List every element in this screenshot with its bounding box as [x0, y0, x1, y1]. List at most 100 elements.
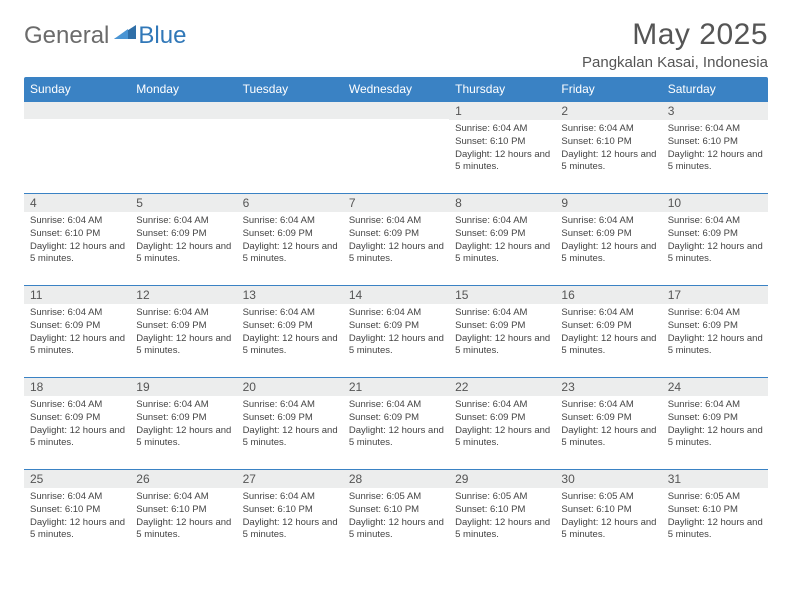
- daylight-line: Daylight: 12 hours and 5 minutes.: [561, 241, 657, 267]
- sunset-line: Sunset: 6:09 PM: [455, 228, 551, 241]
- day-number: 15: [449, 286, 555, 304]
- empty-day-bar: [130, 102, 236, 119]
- calendar-cell: 28Sunrise: 6:05 AMSunset: 6:10 PMDayligh…: [343, 470, 449, 562]
- calendar-cell: 3 Sunrise: 6:04 AMSunset: 6:10 PMDaylight…: [662, 102, 768, 194]
- sunrise-line: Sunrise: 6:04 AM: [668, 215, 764, 228]
- day-details: Sunrise: 6:04 AMSunset: 6:10 PMDaylight:…: [237, 488, 343, 544]
- sunrise-line: Sunrise: 6:04 AM: [668, 123, 764, 136]
- calendar-cell: 27Sunrise: 6:04 AMSunset: 6:10 PMDayligh…: [237, 470, 343, 562]
- sunrise-line: Sunrise: 6:04 AM: [455, 399, 551, 412]
- day-details: Sunrise: 6:04 AMSunset: 6:09 PMDaylight:…: [555, 212, 661, 268]
- daylight-line: Daylight: 12 hours and 5 minutes.: [349, 425, 445, 451]
- daylight-line: Daylight: 12 hours and 5 minutes.: [30, 241, 126, 267]
- sunset-line: Sunset: 6:09 PM: [561, 320, 657, 333]
- calendar-cell: 13Sunrise: 6:04 AMSunset: 6:09 PMDayligh…: [237, 286, 343, 378]
- weekday-header: Monday: [130, 77, 236, 102]
- sunrise-line: Sunrise: 6:04 AM: [349, 399, 445, 412]
- day-details: Sunrise: 6:05 AMSunset: 6:10 PMDaylight:…: [662, 488, 768, 544]
- sunrise-line: Sunrise: 6:05 AM: [561, 491, 657, 504]
- day-number: 26: [130, 470, 236, 488]
- weekday-header: Tuesday: [237, 77, 343, 102]
- sunset-line: Sunset: 6:10 PM: [561, 504, 657, 517]
- day-details: Sunrise: 6:05 AMSunset: 6:10 PMDaylight:…: [449, 488, 555, 544]
- day-details: Sunrise: 6:04 AMSunset: 6:10 PMDaylight:…: [24, 212, 130, 268]
- calendar-cell: 6Sunrise: 6:04 AMSunset: 6:09 PMDaylight…: [237, 194, 343, 286]
- daylight-line: Daylight: 12 hours and 5 minutes.: [136, 517, 232, 543]
- sunset-line: Sunset: 6:09 PM: [136, 412, 232, 425]
- day-number: 16: [555, 286, 661, 304]
- calendar-cell: 21 Sunrise: 6:04 AMSunset: 6:09 PMDayligh…: [343, 378, 449, 470]
- sunset-line: Sunset: 6:09 PM: [349, 412, 445, 425]
- day-number: 1: [449, 102, 555, 120]
- calendar-cell: 22Sunrise: 6:04 AMSunset: 6:09 PMDayligh…: [449, 378, 555, 470]
- calendar-body: 1Sunrise: 6:04 AMSunset: 6:10 PMDaylight…: [24, 102, 768, 562]
- day-number: 27: [237, 470, 343, 488]
- daylight-line: Daylight: 12 hours and 5 minutes.: [349, 333, 445, 359]
- sunrise-line: Sunrise: 6:04 AM: [243, 215, 339, 228]
- logo-text-blue: Blue: [138, 22, 186, 50]
- calendar-cell: 11Sunrise: 6:04 AMSunset: 6:09 PMDayligh…: [24, 286, 130, 378]
- day-details: Sunrise: 6:04 AMSunset: 6:09 PMDaylight:…: [662, 304, 768, 360]
- daylight-line: Daylight: 12 hours and 5 minutes.: [561, 333, 657, 359]
- sunset-line: Sunset: 6:09 PM: [136, 228, 232, 241]
- day-number: 29: [449, 470, 555, 488]
- day-number: 21: [343, 378, 449, 396]
- day-details: Sunrise: 6:04 AMSunset: 6:09 PMDaylight:…: [237, 304, 343, 360]
- day-number: 20: [237, 378, 343, 396]
- logo-text-general: General: [24, 22, 109, 50]
- day-number: 4: [24, 194, 130, 212]
- daylight-line: Daylight: 12 hours and 5 minutes.: [349, 517, 445, 543]
- day-details: Sunrise: 6:04 AMSunset: 6:09 PMDaylight:…: [130, 396, 236, 452]
- empty-day-bar: [237, 102, 343, 119]
- sunset-line: Sunset: 6:10 PM: [455, 504, 551, 517]
- day-number: 10: [662, 194, 768, 212]
- sunset-line: Sunset: 6:09 PM: [243, 228, 339, 241]
- calendar-cell: [237, 102, 343, 194]
- sunrise-line: Sunrise: 6:04 AM: [243, 399, 339, 412]
- weekday-header: Sunday: [24, 77, 130, 102]
- weekday-header: Saturday: [662, 77, 768, 102]
- calendar-cell: 25Sunrise: 6:04 AMSunset: 6:10 PMDayligh…: [24, 470, 130, 562]
- sunrise-line: Sunrise: 6:04 AM: [30, 307, 126, 320]
- calendar-cell: 15Sunrise: 6:04 AMSunset: 6:09 PMDayligh…: [449, 286, 555, 378]
- month-title: May 2025: [582, 18, 768, 52]
- sunset-line: Sunset: 6:10 PM: [668, 136, 764, 149]
- weekday-header: Wednesday: [343, 77, 449, 102]
- calendar-cell: 12Sunrise: 6:04 AMSunset: 6:09 PMDayligh…: [130, 286, 236, 378]
- day-number: 3: [662, 102, 768, 120]
- daylight-line: Daylight: 12 hours and 5 minutes.: [136, 241, 232, 267]
- sunrise-line: Sunrise: 6:04 AM: [136, 491, 232, 504]
- sunset-line: Sunset: 6:09 PM: [561, 228, 657, 241]
- day-details: Sunrise: 6:04 AMSunset: 6:09 PMDaylight:…: [555, 396, 661, 452]
- day-number: 5: [130, 194, 236, 212]
- calendar-week-row: 11Sunrise: 6:04 AMSunset: 6:09 PMDayligh…: [24, 286, 768, 378]
- sunset-line: Sunset: 6:10 PM: [561, 136, 657, 149]
- sunset-line: Sunset: 6:10 PM: [30, 504, 126, 517]
- calendar-cell: 7Sunrise: 6:04 AMSunset: 6:09 PMDaylight…: [343, 194, 449, 286]
- location-text: Pangkalan Kasai, Indonesia: [582, 54, 768, 71]
- daylight-line: Daylight: 12 hours and 5 minutes.: [30, 333, 126, 359]
- calendar-cell: 24Sunrise: 6:04 AMSunset: 6:09 PMDayligh…: [662, 378, 768, 470]
- day-details: Sunrise: 6:04 AMSunset: 6:09 PMDaylight:…: [24, 304, 130, 360]
- sunset-line: Sunset: 6:09 PM: [136, 320, 232, 333]
- day-details: Sunrise: 6:04 AMSunset: 6:09 PMDaylight:…: [237, 212, 343, 268]
- sunrise-line: Sunrise: 6:04 AM: [349, 307, 445, 320]
- calendar-cell: 26Sunrise: 6:04 AMSunset: 6:10 PMDayligh…: [130, 470, 236, 562]
- logo-triangle-icon: [114, 23, 136, 44]
- calendar-cell: 8Sunrise: 6:04 AMSunset: 6:09 PMDaylight…: [449, 194, 555, 286]
- calendar-week-row: 4Sunrise: 6:04 AMSunset: 6:10 PMDaylight…: [24, 194, 768, 286]
- daylight-line: Daylight: 12 hours and 5 minutes.: [668, 517, 764, 543]
- day-number: 12: [130, 286, 236, 304]
- day-details: Sunrise: 6:04 AMSunset: 6:09 PMDaylight:…: [343, 212, 449, 268]
- sunrise-line: Sunrise: 6:05 AM: [668, 491, 764, 504]
- day-number: 28: [343, 470, 449, 488]
- day-number: 22: [449, 378, 555, 396]
- sunrise-line: Sunrise: 6:04 AM: [455, 123, 551, 136]
- day-details: Sunrise: 6:04 AMSunset: 6:09 PMDaylight:…: [662, 396, 768, 452]
- calendar-cell: 30Sunrise: 6:05 AMSunset: 6:10 PMDayligh…: [555, 470, 661, 562]
- sunrise-line: Sunrise: 6:04 AM: [561, 307, 657, 320]
- day-details: Sunrise: 6:04 AMSunset: 6:10 PMDaylight:…: [449, 120, 555, 176]
- daylight-line: Daylight: 12 hours and 5 minutes.: [668, 149, 764, 175]
- daylight-line: Daylight: 12 hours and 5 minutes.: [455, 517, 551, 543]
- calendar-cell: 23Sunrise: 6:04 AMSunset: 6:09 PMDayligh…: [555, 378, 661, 470]
